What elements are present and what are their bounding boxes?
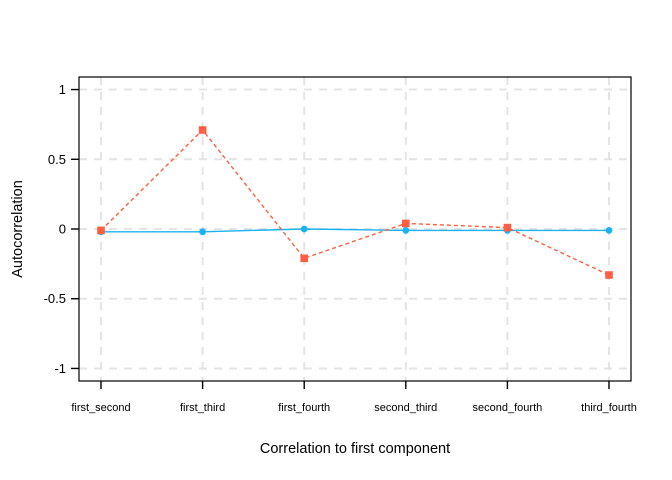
y-tick-label: 1 (59, 82, 66, 97)
x-tick-label: second_third (374, 402, 437, 414)
y-tick-label: -1 (54, 361, 66, 376)
x-tick-label: first_fourth (278, 402, 330, 414)
red-dashed-squares-marker (402, 219, 410, 228)
y-tick-label: 0.5 (48, 152, 66, 167)
red-dashed-squares-marker (503, 223, 512, 232)
y-tick-label: -0.5 (44, 291, 66, 306)
x-tick-label: first_second (71, 402, 130, 414)
y-axis-title: Autocorrelation (10, 180, 26, 278)
x-tick-label: second_fourth (473, 402, 543, 414)
red-dashed-squares-marker (97, 226, 105, 235)
cyan-solid-circles-marker (199, 228, 207, 236)
cyan-solid-circles-marker (402, 226, 410, 234)
red-dashed-squares-line (100, 128, 610, 276)
red-dashed-squares-marker (300, 254, 308, 263)
x-tick-label: first_third (180, 402, 225, 414)
red-dashed-squares-marker (198, 126, 207, 134)
cyan-solid-circles-line (101, 228, 609, 233)
red-dashed-squares-marker (605, 271, 613, 279)
x-tick-label: third_fourth (581, 402, 637, 414)
x-axis-title: Correlation to first component (259, 441, 451, 457)
cyan-solid-circles-marker (300, 225, 308, 233)
y-tick-label: 0 (59, 222, 66, 237)
cyan-solid-circles-marker (605, 226, 613, 234)
